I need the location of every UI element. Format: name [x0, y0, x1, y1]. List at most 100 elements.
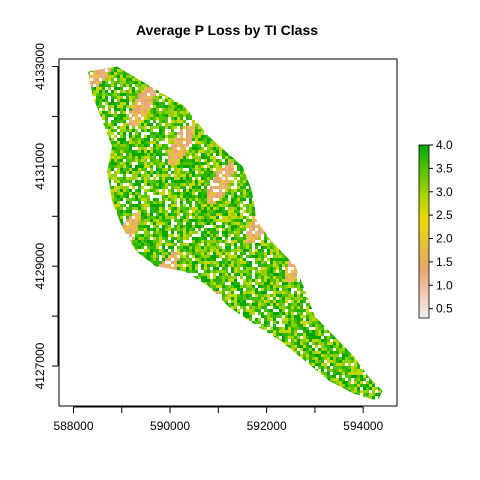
raster-cell — [342, 207, 345, 210]
raster-cell — [237, 198, 240, 201]
raster-cell — [303, 135, 306, 138]
raster-cell — [234, 123, 237, 126]
raster-cell — [348, 207, 351, 210]
raster-cell — [360, 108, 363, 111]
raster-cell — [111, 219, 114, 222]
raster-cell — [288, 81, 291, 84]
raster-cell — [90, 219, 93, 222]
raster-cell — [267, 198, 270, 201]
raster-cell — [123, 240, 126, 243]
raster-cell — [108, 75, 111, 78]
raster-cell — [291, 87, 294, 90]
raster-cell — [111, 69, 114, 72]
raster-cell — [315, 84, 318, 87]
raster-cell — [303, 72, 306, 75]
raster-cell — [342, 177, 345, 180]
raster-cell — [117, 114, 120, 117]
raster-cell — [243, 192, 246, 195]
raster-cell — [327, 189, 330, 192]
raster-cell — [192, 225, 195, 228]
raster-cell — [195, 204, 198, 207]
raster-cell — [357, 237, 360, 240]
raster-cell — [102, 186, 105, 189]
raster-cell — [147, 108, 150, 111]
raster-cell — [354, 153, 357, 156]
raster-cell — [180, 195, 183, 198]
raster-cell — [285, 90, 288, 93]
raster-cell — [144, 108, 147, 111]
raster-cell — [264, 198, 267, 201]
raster-cell — [105, 135, 108, 138]
raster-cell — [117, 168, 120, 171]
raster-cell — [279, 180, 282, 183]
raster-cell — [336, 117, 339, 120]
raster-cell — [297, 78, 300, 81]
raster-cell — [222, 78, 225, 81]
raster-cell — [318, 108, 321, 111]
raster-cell — [102, 144, 105, 147]
raster-cell — [225, 132, 228, 135]
raster-cell — [165, 159, 168, 162]
raster-cell — [312, 150, 315, 153]
raster-cell — [228, 168, 231, 171]
raster-cell — [237, 129, 240, 132]
raster-cell — [273, 222, 276, 225]
raster-cell — [369, 228, 372, 231]
raster-cell — [273, 159, 276, 162]
raster-cell — [249, 165, 252, 168]
raster-cell — [207, 204, 210, 207]
raster-cell — [213, 105, 216, 108]
raster-cell — [88, 165, 90, 168]
raster-cell — [315, 117, 318, 120]
raster-cell — [105, 66, 108, 69]
raster-cell — [90, 231, 93, 234]
raster-cell — [198, 207, 201, 210]
raster-cell — [294, 189, 297, 192]
raster-cell — [264, 75, 267, 78]
raster-cell — [168, 234, 171, 237]
raster-cell — [291, 114, 294, 117]
raster-cell — [345, 165, 348, 168]
raster-cell — [333, 99, 336, 102]
raster-cell — [120, 153, 123, 156]
raster-cell — [300, 105, 303, 108]
raster-cell — [375, 117, 378, 120]
raster-cell — [354, 171, 357, 174]
raster-cell — [240, 141, 243, 144]
raster-cell — [132, 153, 135, 156]
raster-cell — [279, 105, 282, 108]
raster-cell — [264, 189, 267, 192]
raster-cell — [294, 225, 297, 228]
raster-cell — [135, 93, 138, 96]
raster-cell — [363, 222, 366, 225]
raster-cell — [183, 153, 186, 156]
raster-cell — [210, 96, 213, 99]
raster-cell — [327, 213, 330, 216]
raster-cell — [111, 90, 114, 93]
raster-cell — [156, 105, 159, 108]
raster-cell — [210, 210, 213, 213]
raster-cell — [216, 192, 219, 195]
raster-cell — [93, 135, 96, 138]
raster-cell — [210, 72, 213, 75]
raster-cell — [147, 216, 150, 219]
raster-cell — [345, 213, 348, 216]
raster-cell — [225, 105, 228, 108]
raster-cell — [348, 231, 351, 234]
raster-cell — [195, 138, 198, 141]
raster-cell — [96, 210, 99, 213]
raster-cell — [339, 72, 342, 75]
raster-cell — [153, 102, 156, 105]
raster-cell — [225, 219, 228, 222]
raster-cell — [210, 174, 213, 177]
raster-cell — [129, 177, 132, 180]
raster-cell — [141, 153, 144, 156]
raster-cell — [345, 174, 348, 177]
raster-cell — [102, 219, 105, 222]
raster-cell — [180, 117, 183, 120]
raster-cell — [195, 195, 198, 198]
raster-cell — [288, 147, 291, 150]
raster-cell — [198, 216, 201, 219]
raster-cell — [324, 213, 327, 216]
raster-cell — [192, 168, 195, 171]
